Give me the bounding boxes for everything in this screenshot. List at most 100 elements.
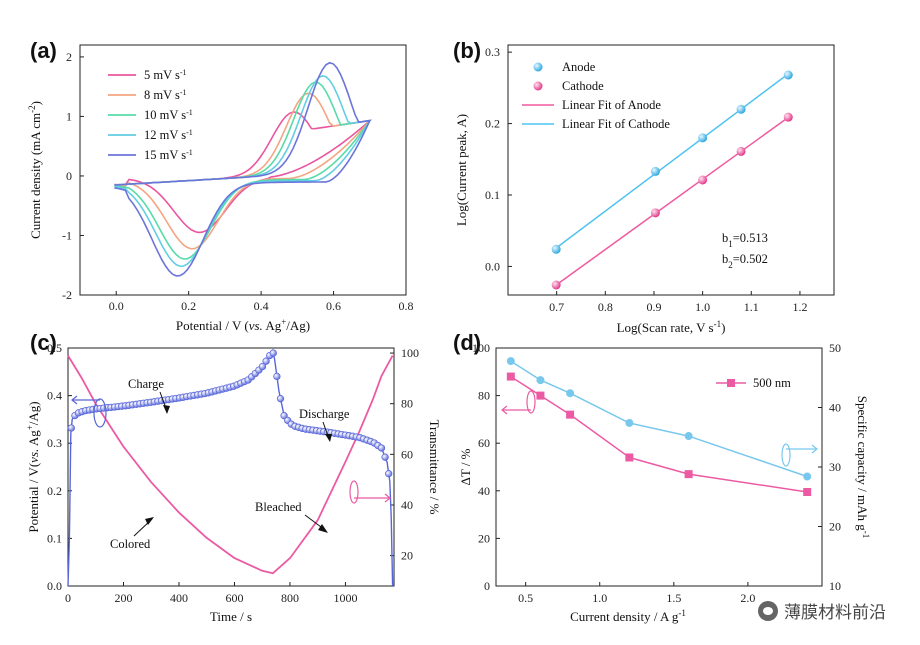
- y-tick-label-c-left: 0.3: [47, 436, 62, 450]
- potential-marker: [67, 424, 75, 432]
- legend-label-500nm: 500 nm: [753, 376, 791, 390]
- x-tick-label-a: 0.6: [326, 299, 341, 313]
- bleached-annotation: Bleached: [255, 500, 302, 514]
- y-tick-label-d-right: 30: [829, 460, 841, 474]
- y-tick-label-a: 1: [66, 109, 72, 123]
- bleached-arrowhead: [318, 524, 328, 533]
- panel-c: (c) 0 200 400 600 800 1000 0.0 0.1 0.2 0.3 0.4 0.5 2…: [25, 330, 442, 624]
- legend-label-b: Linear Fit of Anode: [562, 98, 661, 112]
- x-tick-label-b: 0.9: [646, 300, 661, 314]
- data-point: [650, 166, 660, 176]
- legend-marker-500nm: [727, 379, 735, 387]
- legend-label-a: 5 mV s-1: [144, 68, 187, 83]
- panel-label-d: (d): [453, 330, 481, 355]
- y-tick-label-c-left: 0.0: [47, 579, 62, 593]
- transmittance-axis-marker: [349, 480, 359, 504]
- y-tick-label-c-left: 0.5: [47, 341, 62, 355]
- capacity-marker: [566, 389, 575, 398]
- delta-t-marker: [566, 410, 575, 419]
- y-tick-label-c-left: 0.2: [47, 484, 62, 498]
- x-tick-label-b: 1.1: [744, 300, 759, 314]
- capacity-marker: [684, 432, 693, 441]
- delta-t-marker: [803, 487, 812, 496]
- legend-marker-b: [533, 62, 543, 72]
- x-tick-label-c: 600: [225, 591, 243, 605]
- y-tick-label-c-right: 40: [401, 498, 413, 512]
- x-tick-label-b: 1.2: [792, 300, 807, 314]
- watermark-text: 薄膜材料前沿: [784, 603, 886, 623]
- y-tick-label-c-right: 60: [401, 447, 413, 461]
- discharge-annotation: Discharge: [299, 407, 350, 421]
- capacity-line: [510, 360, 808, 478]
- y-tick-label-b: 0.3: [485, 45, 500, 59]
- x-tick-label-c: 200: [114, 591, 132, 605]
- potential-axis-marker: [93, 398, 107, 428]
- charge-annotation: Charge: [128, 377, 164, 391]
- x-tick-label-b: 0.8: [598, 300, 613, 314]
- panel-b: (b) 0.7 0.8 0.9 1.0 1.1 1.2 0.0 0.1 0.2 0.3 Anode…: [453, 38, 835, 335]
- panel-label-c: (c): [30, 330, 57, 355]
- data-point: [736, 146, 746, 156]
- potential-marker: [381, 453, 389, 461]
- potential-marker: [377, 444, 386, 452]
- b1-annotation: b1=0.513: [722, 231, 768, 249]
- capacity-marker: [536, 376, 545, 385]
- y-tick-label-c-left: 0.1: [47, 531, 62, 545]
- axes-frame-c: [67, 347, 395, 587]
- potential-marker: [273, 372, 281, 381]
- potential-marker: [276, 395, 285, 403]
- y-axis-label-d-right: Specific capacity / mAh g-1: [855, 396, 871, 539]
- x-tick-label-d: 0.5: [518, 591, 533, 605]
- x-tick-label-b: 1.0: [695, 300, 710, 314]
- legend-label-a: 8 mV s-1: [144, 88, 187, 103]
- x-tick-label-d: 1.5: [666, 591, 681, 605]
- x-tick-label-c: 0: [65, 591, 71, 605]
- transmittance-curve: [67, 355, 394, 575]
- y-tick-label-c-left: 0.4: [47, 389, 62, 403]
- x-tick-label-a: 0.0: [109, 299, 124, 313]
- axes-frame-b: [507, 44, 835, 296]
- y-tick-label-a: 0: [66, 169, 72, 183]
- data-point: [736, 104, 746, 114]
- data-point: [650, 208, 660, 218]
- x-tick-label-c: 800: [281, 591, 299, 605]
- x-tick-label-c: 400: [170, 591, 188, 605]
- y-tick-label-c-right: 80: [401, 397, 413, 411]
- delta-t-marker: [506, 372, 515, 381]
- colored-annotation: Colored: [110, 537, 151, 551]
- panel-label-b: (b): [453, 38, 481, 63]
- y-tick-label-d-right: 40: [829, 401, 841, 415]
- y-axis-label-a: Current density (mA cm-2): [27, 101, 43, 239]
- legend-label-b: Anode: [562, 60, 596, 74]
- potential-marker: [385, 470, 393, 478]
- legend-label-a: 15 mV s-1: [144, 148, 193, 163]
- axes-frame-a: [79, 44, 407, 296]
- y-tick-label-d-right: 10: [829, 579, 841, 593]
- data-point: [551, 280, 561, 290]
- panel-d: (d) 0.5 1.0 1.5 2.0 0 20 40 60 80 100 10 20 30 40 50 5…: [453, 330, 871, 624]
- x-axis-label-a: Potential / V (vs. Ag+/Ag): [176, 317, 310, 333]
- charge-arrowhead: [163, 405, 170, 414]
- y-tick-label-a: -1: [62, 228, 72, 242]
- x-tick-label-d: 2.0: [740, 591, 755, 605]
- y-tick-label-d-left: 20: [478, 531, 490, 545]
- potential-marker: [262, 357, 270, 365]
- x-tick-label-d: 1.0: [592, 591, 607, 605]
- potential-marker: [269, 349, 277, 357]
- y-tick-label-d-right: 20: [829, 520, 841, 534]
- delta-t-axis-marker: [526, 390, 536, 414]
- y-tick-label-a: 2: [66, 50, 72, 64]
- data-point: [698, 175, 708, 185]
- potential-marker: [258, 362, 267, 371]
- capacity-marker: [803, 472, 812, 481]
- legend-label-b: Linear Fit of Cathode: [562, 117, 670, 131]
- legend-label-b: Cathode: [562, 79, 604, 93]
- y-tick-label-c-right: 20: [401, 549, 413, 563]
- x-tick-label-c: 1000: [333, 591, 357, 605]
- capacity-marker: [625, 418, 634, 427]
- data-point: [783, 70, 793, 80]
- x-tick-label-a: 0.4: [254, 299, 269, 313]
- y-tick-label-a: -2: [62, 288, 72, 302]
- transmittance-axis-arrowhead: [384, 493, 391, 503]
